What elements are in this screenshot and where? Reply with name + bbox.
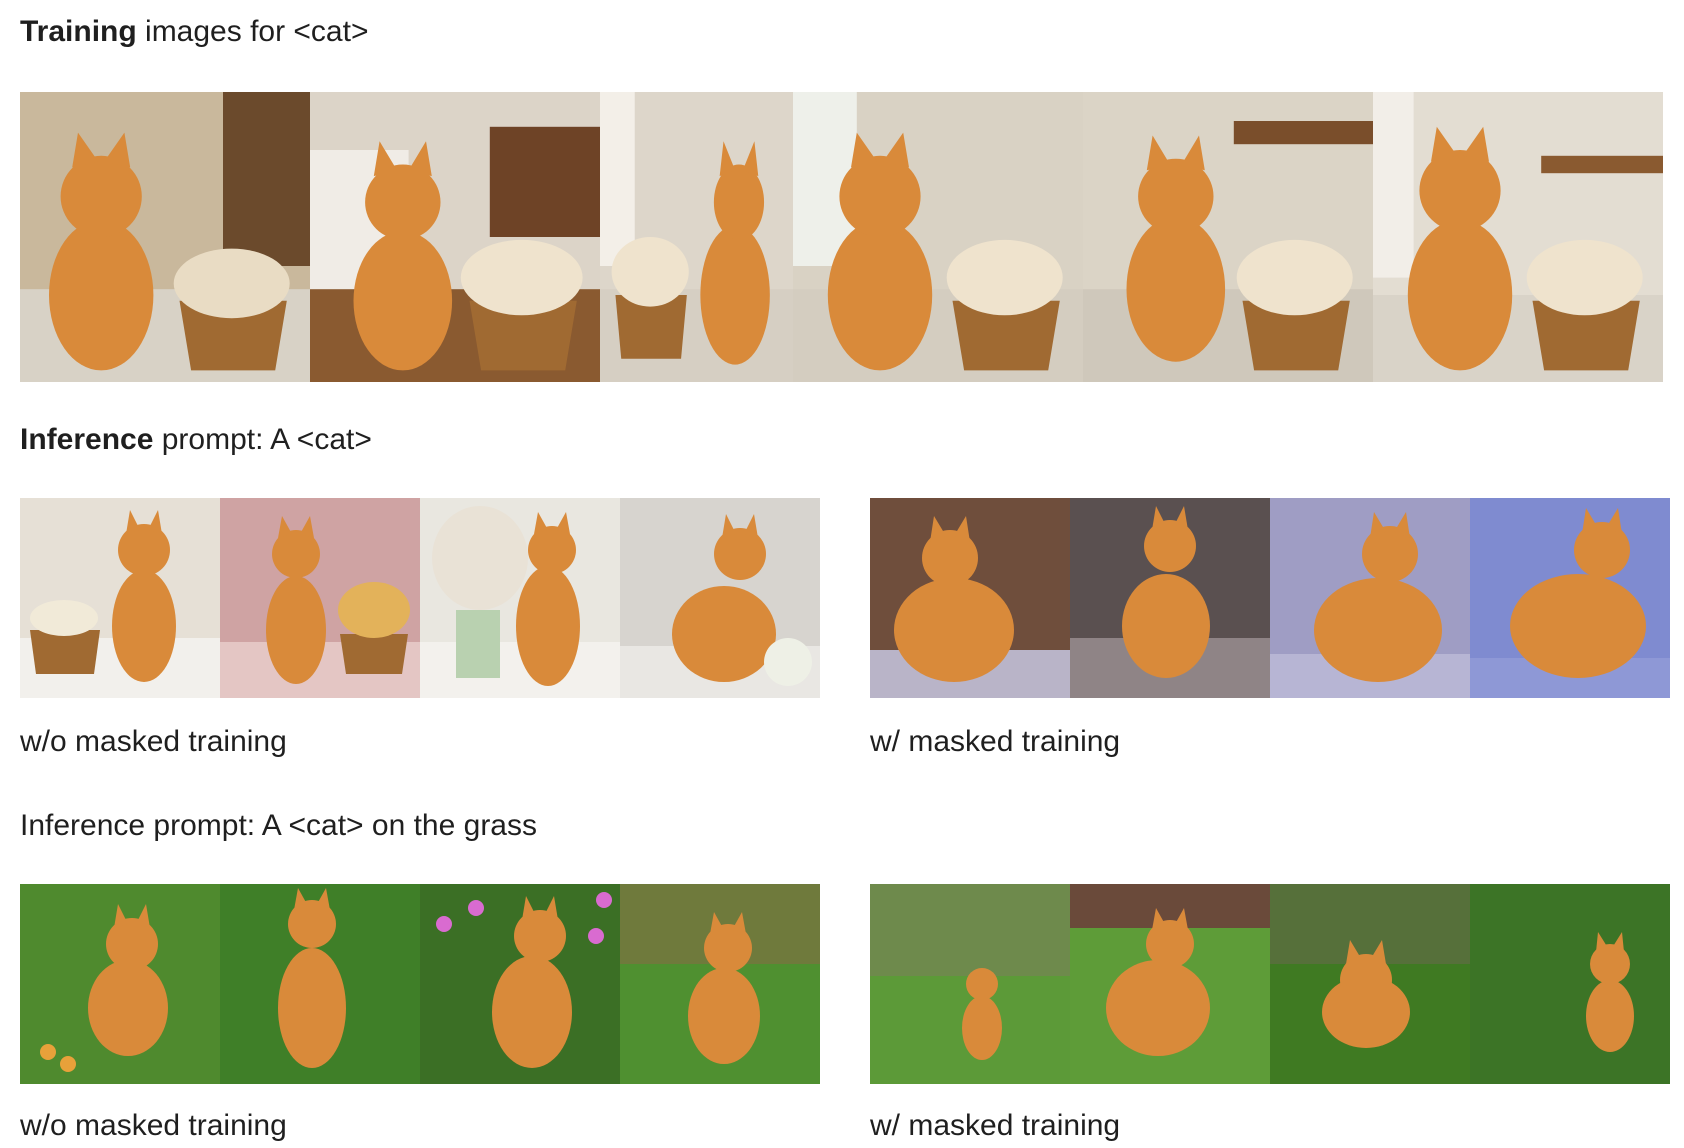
caption-with-masked-2: w/ masked training <box>870 1109 1121 1142</box>
generated-image <box>220 498 420 698</box>
generated-image <box>620 884 820 1084</box>
training-heading-bold: Training <box>20 15 137 48</box>
training-image <box>20 92 310 382</box>
generated-image <box>1270 884 1470 1084</box>
inference-2-with-masked-strip <box>870 884 1670 1084</box>
generated-image <box>1470 884 1670 1084</box>
training-image <box>310 92 600 382</box>
inference-1-without-masked-strip <box>20 498 820 698</box>
inference-heading-1-bold: Inference <box>20 423 154 456</box>
caption-without-masked-1: w/o masked training <box>20 725 287 758</box>
generated-image <box>870 498 1070 698</box>
generated-image <box>1070 884 1270 1084</box>
training-heading: Training images for <cat> <box>20 14 368 50</box>
caption-without-masked-2: w/o masked training <box>20 1109 287 1142</box>
generated-image <box>420 498 620 698</box>
training-image <box>600 92 793 382</box>
generated-image <box>20 498 220 698</box>
generated-image <box>1470 498 1670 698</box>
generated-image <box>1070 498 1270 698</box>
inference-heading-1-rest: prompt: A <cat> <box>153 423 372 456</box>
training-images-strip <box>20 92 1668 382</box>
training-heading-rest: images for <cat> <box>136 15 369 48</box>
generated-image <box>1270 498 1470 698</box>
inference-1-with-masked-strip <box>870 498 1670 698</box>
training-image <box>1373 92 1663 382</box>
inference-heading-1: Inference prompt: A <cat> <box>20 422 372 458</box>
training-image <box>793 92 1083 382</box>
generated-image <box>20 884 220 1084</box>
generated-image <box>620 498 820 698</box>
caption-with-masked-1: w/ masked training <box>870 725 1121 758</box>
inference-2-without-masked-strip <box>20 884 820 1084</box>
training-image <box>1083 92 1373 382</box>
generated-image <box>420 884 620 1084</box>
generated-image <box>220 884 420 1084</box>
generated-image <box>870 884 1070 1084</box>
inference-heading-2: Inference prompt: A <cat> on the grass <box>20 809 537 842</box>
